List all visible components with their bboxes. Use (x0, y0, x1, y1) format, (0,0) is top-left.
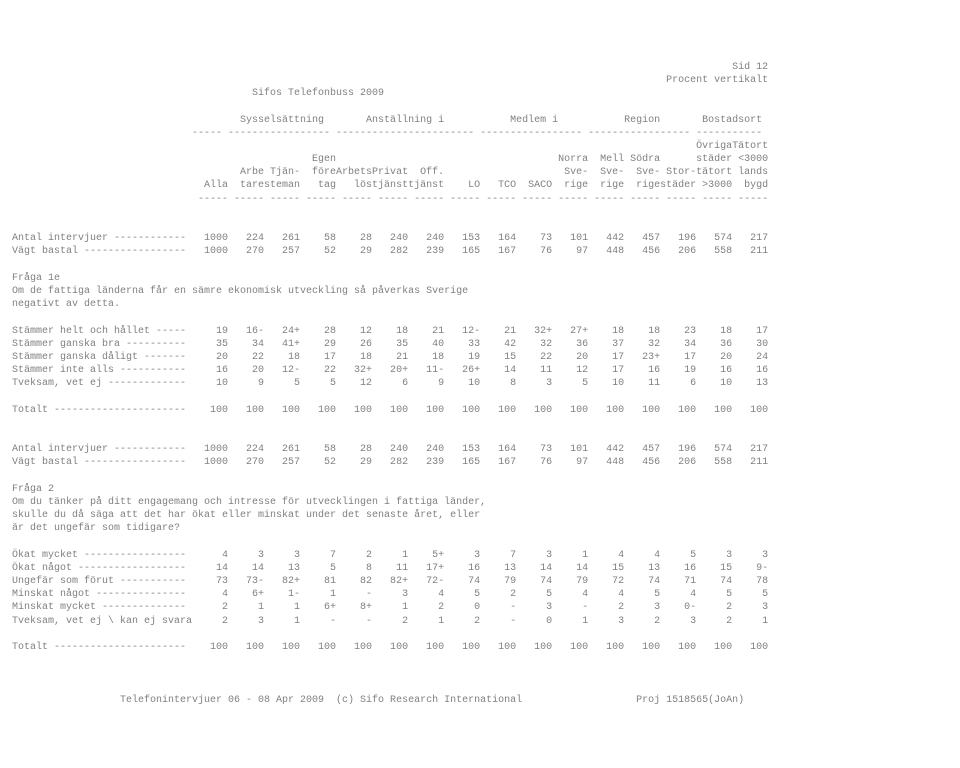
document-content: Sid 12 Procent vertikalt Sifos Telefonbu… (12, 62, 768, 706)
document-page: Sid 12 Procent vertikalt Sifos Telefonbu… (0, 53, 960, 715)
